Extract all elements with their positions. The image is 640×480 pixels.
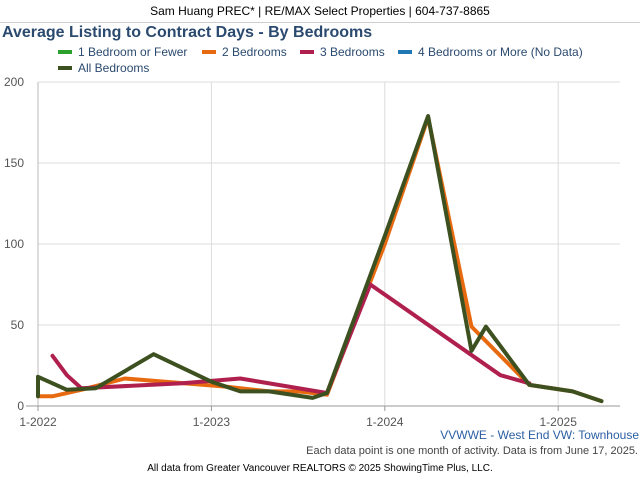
legend-item-4-bedrooms: 4 Bedrooms or More (No Data) <box>398 45 583 59</box>
legend-label: 2 Bedrooms <box>222 45 287 59</box>
legend-swatch <box>300 49 314 54</box>
chart-title: Average Listing to Contract Days - By Be… <box>2 24 373 41</box>
legend-label: 3 Bedrooms <box>320 45 385 59</box>
x-tick-label: 1-2025 <box>540 415 578 429</box>
y-tick-label: 100 <box>4 237 24 251</box>
legend-swatch <box>58 65 72 70</box>
legend-item-2-bedrooms: 2 Bedrooms <box>202 45 287 59</box>
x-tick-label: 1-2022 <box>19 415 57 429</box>
data-note: Each data point is one month of activity… <box>306 445 638 457</box>
y-tick-label: 200 <box>4 75 24 89</box>
header-text: Sam Huang PREC* | RE/MAX Select Properti… <box>150 4 490 18</box>
series-line-4 <box>36 114 604 404</box>
legend-swatch <box>202 49 216 54</box>
legend-swatch <box>398 49 412 54</box>
legend-item-1-bedroom: 1 Bedroom or Fewer <box>58 45 187 59</box>
legend-swatch <box>58 49 72 54</box>
legend-item-all-bedrooms: All Bedrooms <box>58 61 149 75</box>
legend-label: 1 Bedroom or Fewer <box>78 45 188 59</box>
series-line-2 <box>50 282 532 395</box>
y-tick-label: 150 <box>4 156 24 170</box>
x-tick-label: 1-2023 <box>193 415 231 429</box>
legend-label: 4 Bedrooms or More (No Data) <box>418 45 583 59</box>
x-tick-label: 1-2024 <box>366 415 404 429</box>
y-tick-label: 50 <box>11 318 25 332</box>
region-watermark: VVWWE - West End VW: Townhouse <box>440 428 639 442</box>
y-tick-label: 0 <box>17 399 24 413</box>
series-line-1 <box>36 115 604 404</box>
legend-label: All Bedrooms <box>78 61 150 75</box>
legend-item-3-bedrooms: 3 Bedrooms <box>300 45 385 59</box>
source-credit: All data from Greater Vancouver REALTORS… <box>147 463 493 474</box>
header-bar: Sam Huang PREC* | RE/MAX Select Properti… <box>0 0 640 23</box>
